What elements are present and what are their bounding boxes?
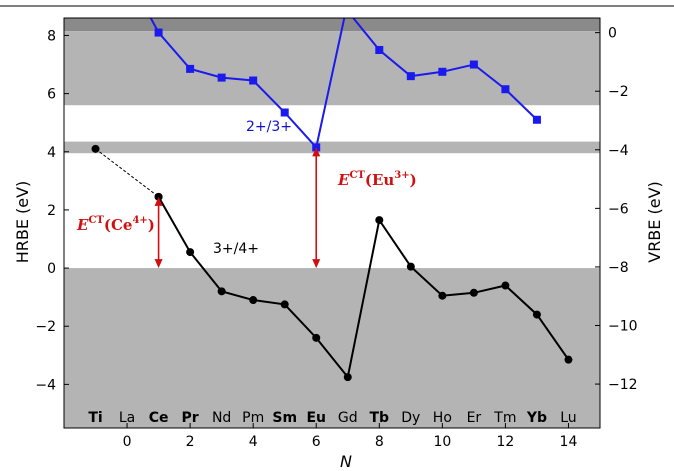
- annotation-2-3: 2+/3+: [246, 119, 292, 135]
- element-label-pm: Pm: [242, 410, 264, 426]
- ytick-left-label-2: 0: [47, 261, 56, 277]
- axis-ticks: −4 −2 0 2 4 6 8 0 −2 −4 −6 −8 −10 −12 0 2 4 6 8 10 12 14: [35, 26, 637, 450]
- xtick-label-7: 14: [560, 434, 578, 450]
- series-1-point-11: [501, 281, 510, 290]
- ytick-left-label-1: −2: [35, 319, 56, 335]
- element-label-ho: Ho: [433, 410, 452, 426]
- series-0-point-13: [532, 115, 541, 124]
- arrow-head-top-1: [154, 196, 163, 206]
- series-1-point-12: [532, 310, 541, 319]
- band-3: [64, 268, 600, 428]
- series-lines: [91, 18, 573, 382]
- background-bands: [64, 18, 600, 428]
- ytick-left-label-6: 8: [47, 28, 56, 44]
- series-1-point-9: [438, 291, 447, 300]
- arrow-head-top-0: [312, 147, 321, 157]
- element-label-tm: Tm: [493, 410, 516, 426]
- element-label-la: La: [119, 410, 135, 426]
- element-label-ti: Ti: [88, 410, 102, 426]
- xtick-label-0: 0: [123, 434, 132, 450]
- series-1-point-6: [343, 373, 352, 382]
- xtick-label-5: 10: [433, 434, 451, 450]
- series-1-point-13: [564, 355, 573, 364]
- band-1: [64, 31, 600, 106]
- ytick-right-label-2: −4: [608, 143, 629, 159]
- element-labels: Ti La Ce Pr Nd Pm Sm Eu Gd Tb Dy Ho Er Tm Yb Lu: [88, 410, 576, 426]
- ytick-right-label-6: −12: [608, 377, 638, 393]
- series-1-point-10: [469, 288, 478, 297]
- ytick-right-label-5: −10: [608, 319, 638, 335]
- ylabel-left: HRBE (eV): [13, 181, 32, 264]
- arrow-head-bottom-0: [312, 259, 321, 269]
- plot-frame: [0, 5, 674, 429]
- series-1-point-7: [375, 216, 384, 225]
- series-1-point-8: [406, 262, 415, 271]
- ytick-right-label-4: −8: [608, 260, 629, 276]
- band-0: [64, 18, 600, 32]
- element-label-nd: Nd: [212, 410, 231, 426]
- series-2-point-0: [91, 144, 100, 153]
- element-label-dy: Dy: [401, 410, 420, 426]
- annotation-ect-ce: ECT(Ce4+): [76, 215, 155, 234]
- element-label-sm: Sm: [272, 410, 297, 426]
- element-label-gd: Gd: [338, 410, 358, 426]
- arrow-head-bottom-1: [154, 259, 163, 269]
- series-1-point-5: [312, 333, 321, 342]
- series-0-point-3: [217, 73, 226, 82]
- ylabel-right: VRBE (eV): [645, 181, 664, 263]
- series-1-point-2: [217, 287, 226, 296]
- charge-transfer-arrows: [154, 147, 321, 269]
- ytick-right-label-1: −2: [608, 84, 629, 100]
- xtick-label-4: 8: [375, 434, 384, 450]
- series-0-point-9: [406, 72, 415, 81]
- series-line-0: [149, 18, 538, 150]
- annotation-ect-eu: ECT(Eu3+): [337, 170, 417, 189]
- series-0-point-11: [469, 60, 478, 69]
- series-line-1: [157, 196, 570, 380]
- series-1-point-4: [280, 300, 289, 309]
- xtick-label-6: 12: [496, 434, 514, 450]
- element-label-ce: Ce: [149, 410, 169, 426]
- element-label-pr: Pr: [182, 410, 199, 426]
- series-1-point-3: [249, 296, 258, 305]
- element-label-tb: Tb: [370, 410, 390, 426]
- xtick-label-1: 2: [186, 434, 195, 450]
- series-0-point-8: [375, 45, 384, 54]
- ytick-left-label-0: −4: [35, 377, 56, 393]
- series-0-point-2: [186, 64, 195, 73]
- ytick-right-label-3: −6: [608, 201, 629, 217]
- ytick-left-label-3: 2: [47, 203, 56, 219]
- ytick-left-label-5: 6: [47, 87, 56, 103]
- series-0-point-12: [501, 85, 510, 94]
- plot-border: [63, 17, 601, 429]
- series-0-point-1: [154, 28, 163, 37]
- ytick-right-label-0: 0: [608, 26, 617, 42]
- element-label-yb: Yb: [526, 410, 547, 426]
- element-label-eu: Eu: [306, 410, 326, 426]
- ytick-left-label-4: 4: [47, 145, 56, 161]
- series-line-2: [95, 148, 159, 198]
- xtick-label-2: 4: [249, 434, 258, 450]
- xlabel: N: [340, 452, 352, 471]
- xtick-label-3: 6: [312, 434, 321, 450]
- series-0-point-10: [438, 67, 447, 76]
- series-0-point-4: [249, 76, 258, 85]
- band-2: [64, 141, 600, 154]
- series-1-point-1: [186, 248, 195, 257]
- element-label-lu: Lu: [560, 410, 576, 426]
- annotation-3-4: 3+/4+: [213, 241, 259, 257]
- series-0-point-5: [280, 108, 289, 117]
- element-label-er: Er: [467, 410, 482, 426]
